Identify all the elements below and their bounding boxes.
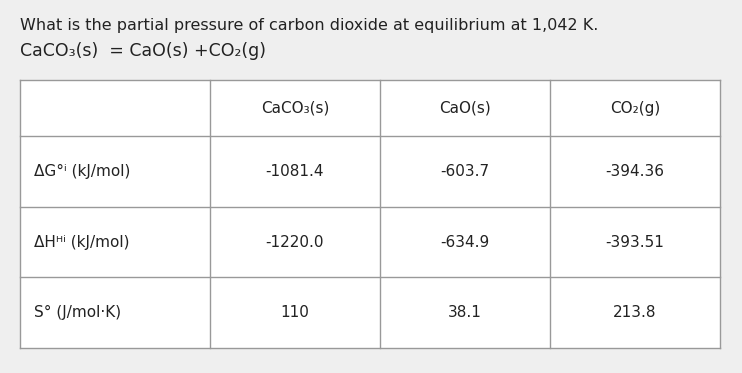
Text: -393.51: -393.51 xyxy=(605,235,664,250)
Text: CO₂(g): CO₂(g) xyxy=(610,100,660,116)
Text: CaCO₃(s)  = CaO(s) +CO₂(g): CaCO₃(s) = CaO(s) +CO₂(g) xyxy=(20,42,266,60)
Text: S° (J/mol·K): S° (J/mol·K) xyxy=(34,305,121,320)
Text: CaCO₃(s): CaCO₃(s) xyxy=(260,100,329,116)
Text: -634.9: -634.9 xyxy=(440,235,490,250)
Text: -603.7: -603.7 xyxy=(441,164,490,179)
Text: -1081.4: -1081.4 xyxy=(266,164,324,179)
Text: 110: 110 xyxy=(280,305,309,320)
Text: ΔG°ⁱ (kJ/mol): ΔG°ⁱ (kJ/mol) xyxy=(34,164,131,179)
Text: ΔHᴴⁱ (kJ/mol): ΔHᴴⁱ (kJ/mol) xyxy=(34,235,130,250)
Text: CaO(s): CaO(s) xyxy=(439,100,491,116)
Text: -394.36: -394.36 xyxy=(605,164,665,179)
Text: What is the partial pressure of carbon dioxide at equilibrium at 1,042 K.: What is the partial pressure of carbon d… xyxy=(20,18,598,33)
Bar xyxy=(20,80,720,348)
Text: 213.8: 213.8 xyxy=(613,305,657,320)
Text: 38.1: 38.1 xyxy=(448,305,482,320)
Text: -1220.0: -1220.0 xyxy=(266,235,324,250)
